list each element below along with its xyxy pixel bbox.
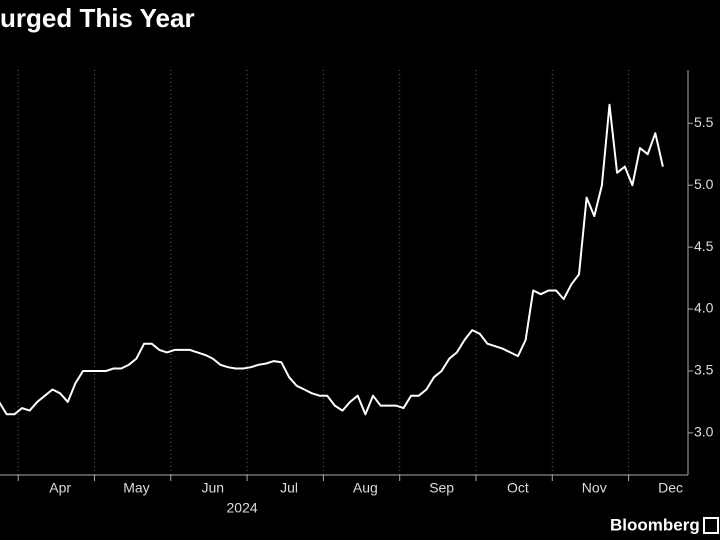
x-tick-label: Nov: [582, 480, 607, 496]
x-tick-label: Aug: [353, 480, 378, 496]
y-tick-label: 4.0: [694, 300, 714, 316]
y-tick-label: 3.5: [694, 362, 714, 378]
x-tick-label: Oct: [507, 480, 529, 496]
x-tick-label: Apr: [49, 480, 71, 496]
chart-title: urged This Year: [0, 3, 195, 33]
y-tick-label: 3.0: [694, 424, 714, 440]
x-tick-label: Dec: [658, 480, 683, 496]
x-tick-label: Jul: [280, 480, 298, 496]
source: Bloomberg: [610, 515, 700, 534]
x-tick-label: Sep: [429, 480, 454, 496]
x-tick-label: Jun: [201, 480, 224, 496]
y-tick-label: 5.5: [694, 114, 714, 130]
line: [0, 103, 664, 416]
logo: [703, 517, 719, 534]
y-tick-label: 4.5: [694, 238, 714, 254]
year-label: 2024: [227, 500, 258, 516]
y-tick-label: 5.0: [694, 176, 714, 192]
x-tick-label: May: [123, 480, 149, 496]
